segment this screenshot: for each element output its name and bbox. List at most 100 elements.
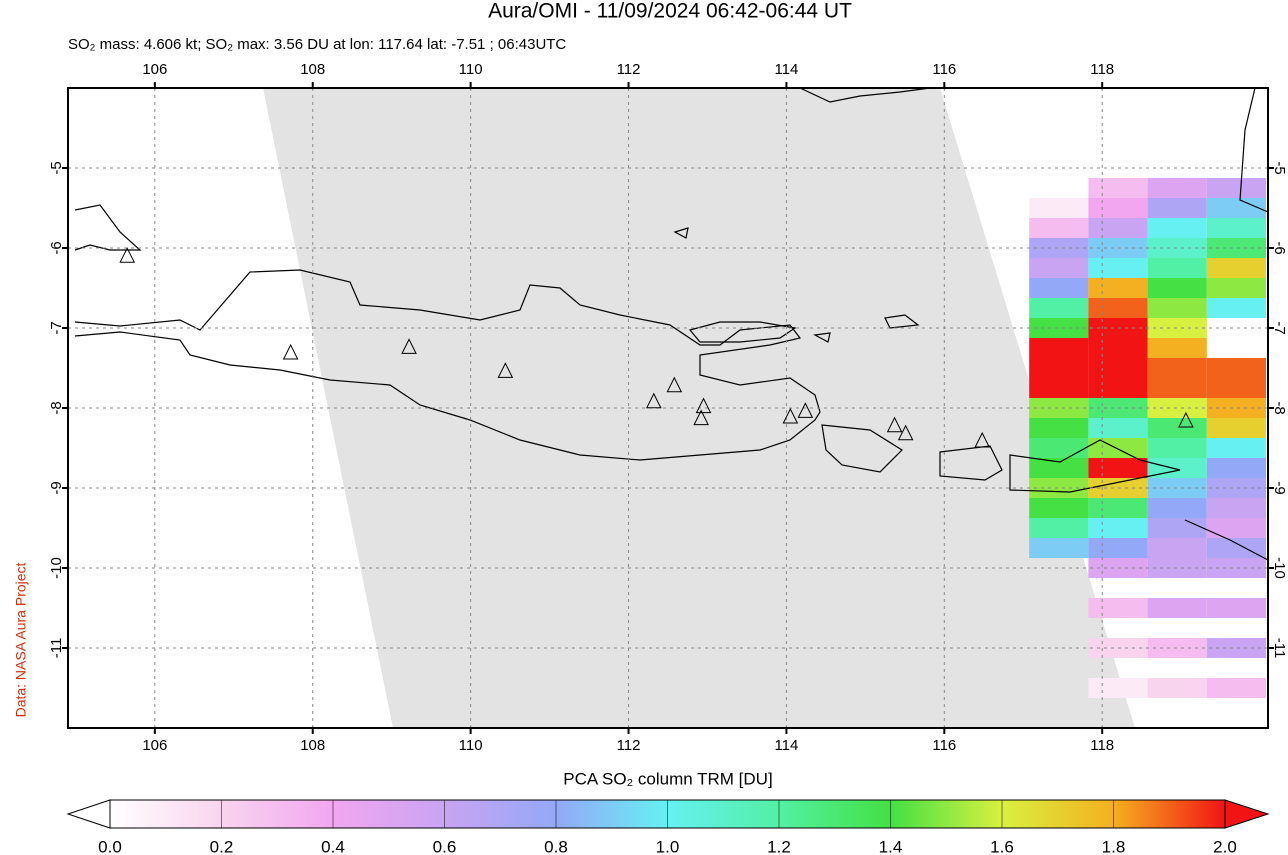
so2-cell [1029, 298, 1089, 318]
so2-cell [1029, 378, 1089, 398]
volcano-marker [1178, 411, 1194, 428]
so2-cell [1147, 218, 1207, 238]
so2-cell [1206, 398, 1267, 418]
coast-sulawesi [1239, 88, 1268, 213]
volcano-marker [401, 338, 417, 354]
so2-cell [1029, 458, 1089, 478]
so2-cell [1206, 558, 1267, 578]
colorbar-over [1224, 799, 1270, 829]
colorbar-tick-label: 1.4 [879, 837, 903, 855]
volcano-marker [282, 343, 299, 360]
coast-madura [688, 321, 797, 343]
so2-cell [1088, 518, 1148, 538]
colorbar-tick-label: 0.8 [544, 837, 568, 855]
so2-cell [1029, 258, 1089, 278]
so2-cell [1147, 358, 1207, 378]
so2-cell [1206, 218, 1267, 238]
so2-cell [1206, 358, 1267, 378]
so2-cell [1147, 518, 1207, 538]
so2-cell [1206, 418, 1267, 438]
x-tick-label-bottom: 118 [1090, 737, 1114, 754]
so2-cell [1206, 538, 1267, 558]
so2-cell [1206, 278, 1267, 298]
volcano-marker [645, 392, 662, 409]
so2-cell [1206, 238, 1267, 258]
x-tick-label-top: 108 [300, 61, 325, 78]
so2-cell [1206, 498, 1267, 518]
colorbar-tick-label: 1.0 [656, 837, 680, 855]
so2-cell [1088, 258, 1148, 278]
y-tick-label-right: -11 [1271, 638, 1288, 659]
so2-cell [1029, 538, 1089, 558]
y-tick-label-right: -9 [1271, 481, 1288, 494]
y-tick-label-left: -5 [48, 161, 65, 174]
so2-cell [1206, 378, 1267, 398]
coast-sumatra [74, 204, 142, 251]
colorbar-tick-label: 0.6 [433, 837, 457, 855]
so2-cell [1206, 518, 1267, 538]
so2-cell [1206, 198, 1267, 218]
so2-cell [1147, 638, 1207, 658]
grid [68, 88, 1268, 728]
so2-cell [1147, 298, 1207, 318]
so2-cell [1147, 498, 1207, 518]
colorbar-tick-label: 2.0 [1213, 837, 1237, 855]
colorbar-tick-label: 1.6 [990, 837, 1014, 855]
so2-cell [1147, 418, 1207, 438]
so2-cell [1206, 438, 1267, 458]
x-tick-label-bottom: 110 [459, 737, 483, 754]
so2-cell [1029, 398, 1089, 418]
y-tick-label-left: -8 [48, 401, 65, 414]
y-tick-label-left: -9 [48, 481, 65, 494]
y-tick-label-right: -8 [1271, 401, 1288, 414]
so2-cell [1147, 318, 1207, 338]
so2-cell [1088, 538, 1148, 558]
x-tick-label-top: 112 [617, 61, 641, 78]
volcanoes [119, 247, 1194, 448]
colorbar-tick-label: 0.2 [210, 837, 234, 855]
so2-cell [1206, 458, 1267, 478]
y-tick-label-left: -7 [48, 321, 65, 334]
so2-cell [1029, 338, 1089, 358]
coast-islands [673, 227, 920, 343]
so2-cell [1147, 438, 1207, 458]
so2-cell [1147, 678, 1207, 698]
so2-cell [1206, 178, 1267, 198]
so2-cell [1206, 258, 1267, 278]
coast-bali [821, 424, 903, 473]
y-tick-label-right: -7 [1271, 321, 1288, 334]
y-tick-label-right: -5 [1271, 161, 1288, 174]
chart-title: Aura/OMI - 11/09/2024 06:42-06:44 UT [488, 0, 852, 23]
volcano-marker [666, 376, 683, 393]
colorbar-label: PCA SO₂ column TRM [DU] [563, 769, 772, 788]
colorbar-under [66, 799, 111, 829]
coast-borneo [799, 88, 931, 103]
colorbar-tick-label: 0.4 [321, 837, 345, 855]
axes: 106 106 108 108 110 110 112 112 114 114 116 116 118 1… [48, 61, 1288, 754]
x-tick-label-bottom: 112 [617, 737, 641, 754]
so2-cell [1029, 418, 1089, 438]
so2-cell [1147, 178, 1207, 198]
volcano-marker [497, 362, 514, 378]
volcano-marker [886, 416, 903, 433]
so2-cell [1088, 278, 1148, 298]
volcano-marker [797, 402, 814, 418]
so2-cell [1029, 318, 1089, 338]
so2-cell [1088, 498, 1148, 518]
volcano-marker [974, 431, 991, 448]
y-tick-label-left: -6 [48, 241, 65, 254]
so2-cell [1147, 558, 1207, 578]
data-credit: Data: NASA Aura Project [13, 562, 29, 717]
x-tick-label-top: 118 [1090, 61, 1114, 78]
y-tick-label-left: -11 [48, 638, 65, 659]
coast-java [74, 269, 821, 461]
so2-cell [1088, 378, 1148, 398]
volcano-marker [782, 407, 799, 424]
so2-cell [1147, 278, 1207, 298]
so2-cell [1206, 298, 1267, 318]
x-tick-label-bottom: 108 [300, 737, 325, 754]
colorbar-ticks: 0.0 0.2 0.4 0.6 0.8 1.0 1.2 1.4 1.6 1.8 2.0 [98, 800, 1237, 855]
so2-cell [1088, 218, 1148, 238]
x-tick-label-bottom: 106 [142, 737, 167, 754]
so2-cell [1088, 598, 1148, 618]
